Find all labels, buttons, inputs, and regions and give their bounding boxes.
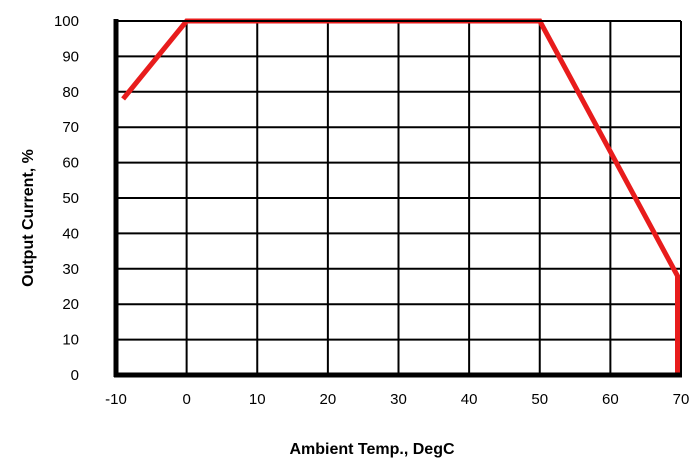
- y-tick-label: 20: [62, 296, 79, 313]
- x-tick-label: 10: [249, 391, 266, 408]
- y-tick-label: 30: [62, 261, 79, 278]
- x-tick-label: 60: [602, 391, 619, 408]
- y-tick-label: 60: [62, 155, 79, 172]
- x-tick-label: 40: [461, 391, 478, 408]
- y-tick-label: 10: [62, 332, 79, 349]
- y-tick-labels: 0 10 20 30 40 50 60 70 80 90 100: [54, 13, 79, 384]
- x-tick-labels: -10 0 10 20 30 40 50 60 70: [105, 391, 689, 408]
- y-tick-label: 100: [54, 13, 79, 30]
- x-tick-label: 20: [320, 391, 337, 408]
- x-tick-label: -10: [105, 391, 127, 408]
- y-tick-label: 80: [62, 84, 79, 101]
- x-tick-label: 30: [390, 391, 407, 408]
- y-tick-label: 50: [62, 190, 79, 207]
- chart-axes: [113, 19, 682, 378]
- y-tick-label: 40: [62, 225, 79, 242]
- chart-grid: [116, 21, 681, 375]
- x-tick-label: 70: [673, 391, 690, 408]
- y-tick-label: 0: [71, 367, 79, 384]
- y-tick-label: 90: [62, 48, 79, 65]
- x-tick-label: 0: [182, 391, 190, 408]
- x-axis-title: Ambient Temp., DegC: [289, 441, 454, 458]
- x-tick-label: 50: [531, 391, 548, 408]
- y-axis-title: Output Current, %: [20, 149, 37, 287]
- y-tick-label: 70: [62, 119, 79, 136]
